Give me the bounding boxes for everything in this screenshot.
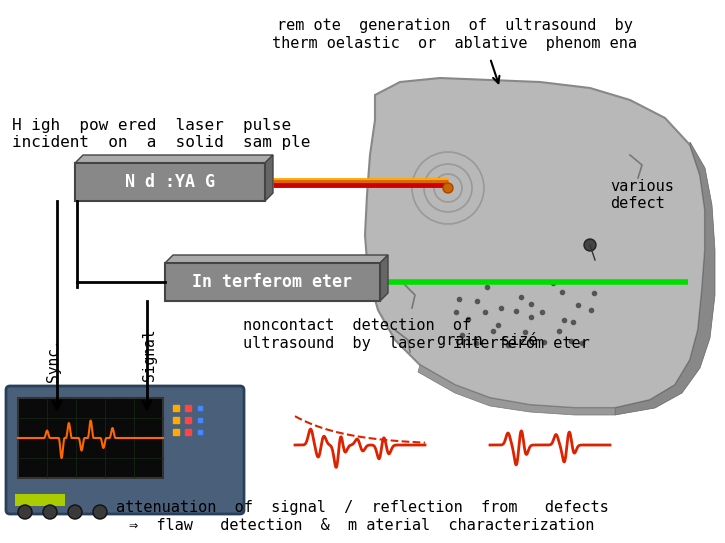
- Text: grain  sizé: grain sizé: [437, 332, 537, 348]
- FancyBboxPatch shape: [165, 263, 380, 301]
- Circle shape: [68, 505, 82, 519]
- FancyBboxPatch shape: [75, 163, 265, 201]
- Circle shape: [18, 505, 32, 519]
- Polygon shape: [265, 155, 273, 201]
- Text: noncontact  detection  of: noncontact detection of: [243, 318, 471, 333]
- Text: ultrasound  by  laser  interferom eter: ultrasound by laser interferom eter: [243, 336, 589, 351]
- Circle shape: [93, 505, 107, 519]
- FancyBboxPatch shape: [15, 494, 65, 506]
- Circle shape: [43, 505, 57, 519]
- Circle shape: [584, 239, 596, 251]
- Circle shape: [443, 183, 453, 193]
- Text: ⇒  flaw   detection  &  m aterial  characterization: ⇒ flaw detection & m aterial characteriz…: [129, 518, 594, 533]
- Text: Sync.: Sync.: [46, 338, 62, 382]
- Polygon shape: [418, 365, 615, 415]
- FancyBboxPatch shape: [6, 386, 244, 514]
- Polygon shape: [365, 78, 705, 408]
- Text: rem ote  generation  of  ultrasound  by: rem ote generation of ultrasound by: [277, 18, 633, 33]
- Polygon shape: [615, 142, 715, 415]
- Polygon shape: [165, 255, 388, 263]
- Polygon shape: [75, 155, 273, 163]
- Text: H igh  pow ered  laser  pulse
incident  on  a  solid  sam ple: H igh pow ered laser pulse incident on a…: [12, 118, 310, 150]
- FancyBboxPatch shape: [18, 398, 163, 478]
- Text: therm oelastic  or  ablative  phenom ena: therm oelastic or ablative phenom ena: [273, 36, 637, 51]
- Text: Signal: Signal: [143, 329, 157, 381]
- Text: attenuation  of  signal  /  reflection  from   defects: attenuation of signal / reflection from …: [115, 500, 608, 515]
- Text: In terferom eter: In terferom eter: [193, 273, 352, 291]
- Text: various
defect: various defect: [610, 179, 674, 211]
- Polygon shape: [380, 255, 388, 301]
- Text: N d :YA G: N d :YA G: [125, 173, 215, 191]
